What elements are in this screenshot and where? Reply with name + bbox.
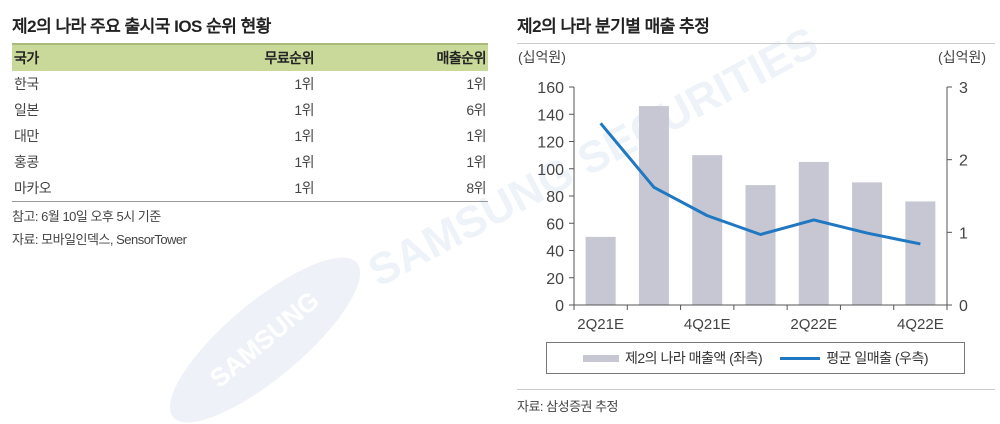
free-rank-cell: 1위 — [294, 154, 315, 170]
svg-text:0: 0 — [555, 298, 564, 315]
legend-item-bar: 제2의 나라 매출액 (좌측) — [583, 348, 763, 368]
free-rank-cell: 1위 — [144, 175, 317, 202]
bar — [852, 182, 883, 305]
table-source: 자료: 모바일인덱스, SensorTower — [12, 232, 187, 247]
table-row: 일본 1위 6위 — [12, 97, 488, 123]
country-cell: 일본 — [14, 102, 39, 118]
legend-line-label: 평균 일매출 (우측) — [826, 350, 928, 366]
free-rank-cell: 1위 — [294, 128, 315, 144]
svg-text:0: 0 — [959, 298, 968, 315]
svg-text:100: 100 — [537, 162, 564, 179]
svg-text:1: 1 — [959, 225, 968, 242]
svg-text:120: 120 — [537, 135, 564, 152]
country-cell: 한국 — [14, 76, 39, 92]
table-row: 대만 1위 1위 — [12, 123, 488, 149]
bar — [692, 155, 723, 305]
bar — [905, 201, 936, 305]
svg-text:160: 160 — [537, 80, 564, 97]
revenue-rank-cell: 8위 — [316, 175, 488, 202]
bar — [745, 185, 776, 305]
country-cell: 홍콩 — [14, 154, 39, 170]
source-divider — [517, 389, 995, 390]
col-header-revenue-rank: 매출순위 — [316, 43, 488, 71]
bar-swatch-icon — [583, 354, 620, 362]
svg-text:3: 3 — [959, 80, 968, 97]
svg-text:2Q22E: 2Q22E — [790, 316, 837, 333]
left-axis-unit: (십억원) — [518, 49, 566, 65]
rank-table: 국가 무료순위 매출순위 한국 1위 1위 일본 1위 6위 대만 1위 1위 — [12, 43, 488, 202]
table-row: 한국 1위 1위 — [12, 71, 488, 97]
bar-series — [585, 106, 936, 305]
bar — [585, 236, 616, 305]
revenue-rank-cell: 1위 — [466, 76, 486, 92]
legend-bar-label: 제2의 나라 매출액 (좌측) — [625, 350, 763, 366]
line-swatch-icon — [780, 356, 821, 360]
revenue-rank-cell: 6위 — [466, 102, 486, 118]
svg-text:60: 60 — [546, 216, 564, 233]
line-series — [599, 122, 921, 246]
rank-table-title: 제2의 나라 주요 출시국 IOS 순위 현황 — [12, 17, 271, 36]
svg-text:4Q21E: 4Q21E — [684, 316, 731, 333]
legend-item-line: 평균 일매출 (우측) — [780, 348, 928, 368]
country-cell: 대만 — [14, 128, 39, 144]
chart-legend: 제2의 나라 매출액 (좌측) 평균 일매출 (우측) — [546, 342, 965, 374]
title-divider — [517, 43, 995, 44]
right-axis-unit: (십억원) — [938, 49, 986, 65]
revenue-rank-cell: 1위 — [466, 128, 486, 144]
svg-text:140: 140 — [537, 107, 564, 124]
svg-text:2Q21E: 2Q21E — [577, 316, 624, 333]
col-header-country: 국가 — [12, 43, 145, 71]
revenue-rank-cell: 1위 — [466, 154, 486, 170]
svg-text:80: 80 — [546, 189, 564, 206]
chart-source: 자료: 삼성증권 추정 — [517, 399, 619, 414]
svg-text:40: 40 — [546, 244, 564, 261]
bar — [798, 161, 829, 305]
table-header-row: 국가 무료순위 매출순위 — [12, 43, 488, 71]
table-row: 마카오 1위 8위 — [12, 175, 488, 202]
col-header-free-rank: 무료순위 — [144, 43, 317, 71]
svg-text:2: 2 — [959, 153, 968, 170]
country-cell: 마카오 — [12, 175, 145, 202]
free-rank-cell: 1위 — [294, 102, 315, 118]
svg-text:20: 20 — [546, 271, 564, 288]
free-rank-cell: 1위 — [294, 76, 315, 92]
table-row: 홍콩 1위 1위 — [12, 149, 488, 175]
bar — [638, 106, 669, 305]
svg-text:4Q22E: 4Q22E — [897, 316, 944, 333]
chart-axes: 0 20 40 60 80 100 120 140 160 0 1 2 3 2Q21E 4Q21E 2Q22E… — [537, 80, 968, 333]
chart-title: 제2의 나라 분기별 매출 추정 — [517, 17, 710, 36]
table-note: 참고: 6월 10일 오후 5시 기준 — [12, 209, 161, 224]
